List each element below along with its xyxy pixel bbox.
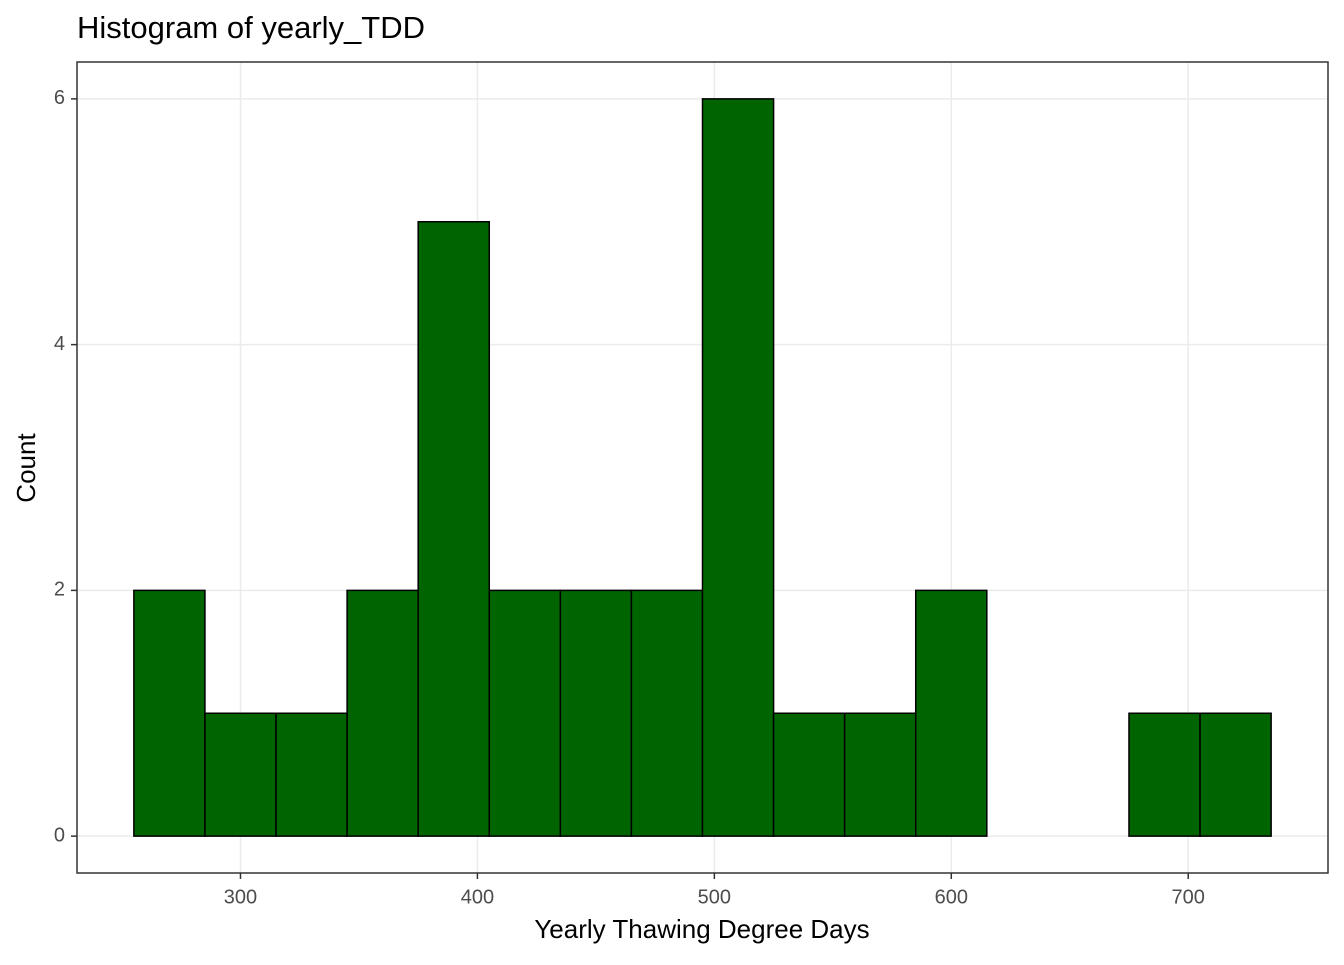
bar — [488, 589, 562, 837]
bar — [772, 712, 846, 837]
bar — [417, 220, 491, 837]
x-tick-label: 500 — [698, 886, 731, 908]
bar — [204, 712, 277, 837]
x-tick-label: 700 — [1172, 886, 1205, 908]
bar — [559, 589, 633, 837]
chart-title: Histogram of yearly_TDD — [77, 10, 425, 45]
x-tick-label: 400 — [461, 886, 494, 908]
y-tick-label: 2 — [54, 579, 65, 601]
bar — [1128, 712, 1201, 837]
bar — [843, 712, 917, 837]
x-tick-label: 600 — [935, 886, 968, 908]
y-axis-label: Count — [11, 433, 41, 503]
y-tick-label: 6 — [54, 87, 65, 109]
x-axis-label: Yearly Thawing Degree Days — [534, 914, 869, 944]
x-tick-label: 300 — [224, 886, 257, 908]
bar — [133, 589, 206, 837]
panel-border — [76, 61, 1329, 874]
bar — [346, 589, 419, 837]
y-tick-label: 4 — [54, 333, 65, 355]
bar — [630, 589, 704, 837]
bar — [275, 712, 348, 837]
bar — [701, 98, 775, 837]
bar — [1199, 712, 1272, 837]
y-tick-label: 0 — [54, 824, 65, 846]
bar — [914, 589, 988, 837]
